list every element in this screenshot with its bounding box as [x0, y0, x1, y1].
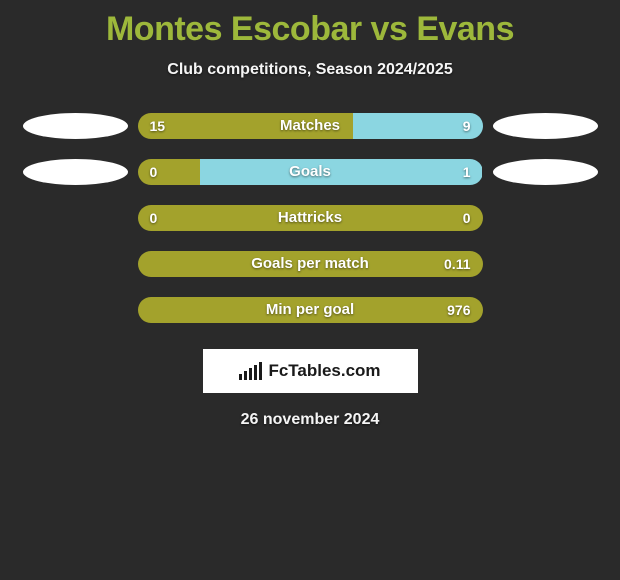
- logo-bars-icon: [239, 362, 262, 380]
- left-ellipse: [23, 159, 128, 185]
- logo-bar-icon: [249, 368, 252, 380]
- left-spacer: [23, 251, 128, 277]
- stat-bar: 976Min per goal: [138, 297, 483, 323]
- stat-row: 976Min per goal: [0, 297, 620, 323]
- left-ellipse: [23, 113, 128, 139]
- logo-bar-icon: [254, 365, 257, 380]
- logo-bar-icon: [239, 374, 242, 380]
- logo-text: FcTables.com: [268, 361, 380, 381]
- bar-label: Goals per match: [138, 251, 483, 277]
- stat-row: 01Goals: [0, 159, 620, 185]
- left-spacer: [23, 205, 128, 231]
- right-ellipse: [493, 159, 598, 185]
- stat-row: 159Matches: [0, 113, 620, 139]
- logo-bar-icon: [259, 362, 262, 380]
- comparison-subtitle: Club competitions, Season 2024/2025: [0, 61, 620, 79]
- left-spacer: [23, 297, 128, 323]
- bar-label: Goals: [138, 159, 483, 185]
- right-spacer: [493, 251, 598, 277]
- bar-label: Min per goal: [138, 297, 483, 323]
- bar-label: Matches: [138, 113, 483, 139]
- stat-bar: 00Hattricks: [138, 205, 483, 231]
- logo-bar-icon: [244, 371, 247, 380]
- right-spacer: [493, 205, 598, 231]
- right-spacer: [493, 297, 598, 323]
- stat-rows: 159Matches 01Goals 00Hattricks 0.11Goals pe…: [0, 113, 620, 323]
- stat-bar: 0.11Goals per match: [138, 251, 483, 277]
- stat-row: 00Hattricks: [0, 205, 620, 231]
- comparison-title: Montes Escobar vs Evans: [0, 0, 620, 49]
- right-ellipse: [493, 113, 598, 139]
- stat-bar: 01Goals: [138, 159, 483, 185]
- bar-label: Hattricks: [138, 205, 483, 231]
- stat-bar: 159Matches: [138, 113, 483, 139]
- date-line: 26 november 2024: [0, 411, 620, 429]
- source-logo: FcTables.com: [203, 349, 418, 393]
- stat-row: 0.11Goals per match: [0, 251, 620, 277]
